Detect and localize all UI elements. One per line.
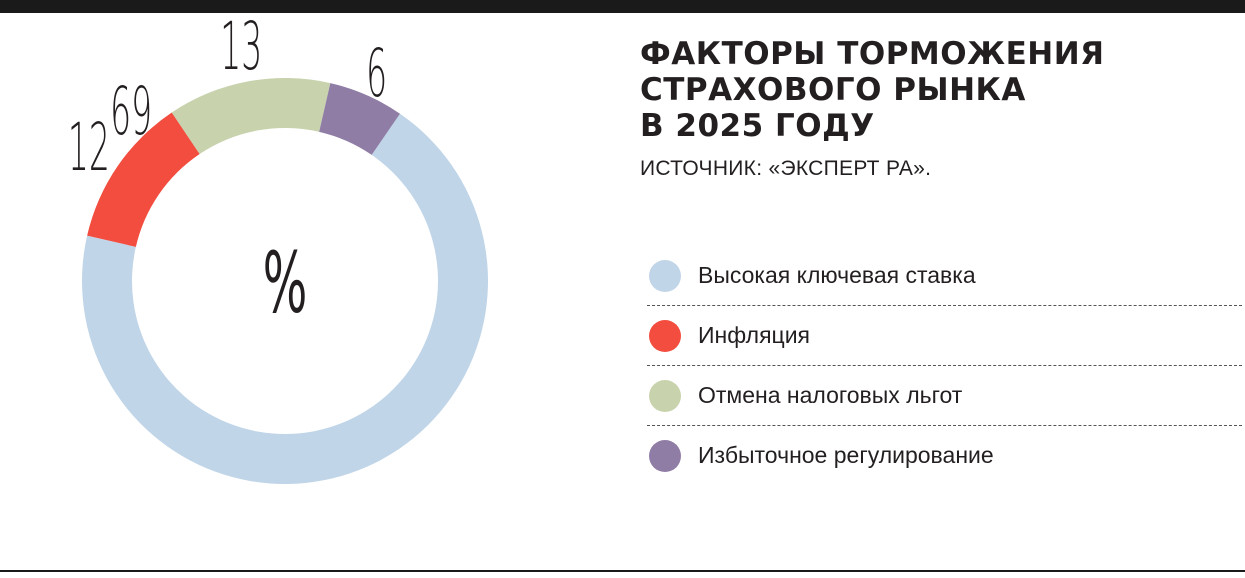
legend-item: Высокая ключевая ставка [647, 246, 1242, 306]
top-rule [0, 0, 1245, 13]
legend-swatch [649, 259, 681, 292]
donut-slice-inflation [87, 112, 200, 247]
legend-item: Отмена налоговых льгот [647, 366, 1242, 426]
legend: Высокая ключевая ставка Инфляция Отмена … [647, 246, 1242, 485]
legend-swatch [649, 379, 681, 412]
donut-slices [82, 78, 488, 484]
source-note: ИСТОЧНИК: «ЭКСПЕРТ РА». [640, 157, 932, 180]
legend-label: Избыточное регулирование [698, 442, 994, 468]
value-label-tax-benefits: 13 [220, 10, 262, 86]
legend-label: Инфляция [698, 322, 811, 348]
value-label-key-rate: 69 [110, 75, 152, 151]
donut-slice-tax-benefits [171, 78, 331, 155]
chart-title: Факторы торможения страхового рынка в 20… [640, 36, 1220, 144]
title-line: Факторы торможения [640, 36, 1105, 72]
legend-label: Высокая ключевая ставка [698, 262, 976, 288]
legend-item: Инфляция [647, 306, 1242, 366]
donut-slice-regulation [319, 83, 400, 155]
legend-swatch [649, 439, 681, 472]
legend-label: Отмена налоговых льгот [698, 382, 963, 408]
value-label-inflation: 12 [68, 111, 110, 187]
legend-swatch [649, 319, 681, 352]
value-label-regulation: 6 [366, 37, 387, 113]
title-line: страхового рынка [640, 72, 1026, 108]
center-percent-label: % [263, 235, 308, 332]
title-line: в 2025 году [640, 108, 875, 144]
legend-item: Избыточное регулирование [647, 426, 1242, 485]
bottom-rule [0, 570, 1245, 572]
